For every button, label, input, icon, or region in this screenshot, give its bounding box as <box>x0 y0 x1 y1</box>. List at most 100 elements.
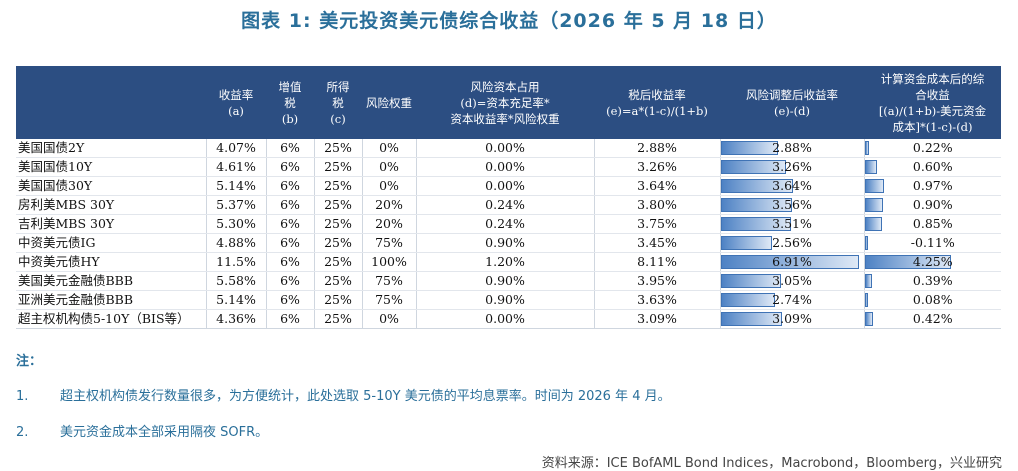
column-header: 计算资金成本后的综 合收益 [(a)/(1+b)-美元资金 成本]*(1-c)-… <box>864 66 1001 139</box>
risk-weight-cell: 75% <box>362 233 417 253</box>
after-tax-yield-cell: 3.45% <box>594 233 721 253</box>
note-number: 1. <box>16 389 29 404</box>
tax-cell: 25% <box>314 214 363 234</box>
risk-adjusted-bar <box>720 198 792 212</box>
after-tax-yield-cell: 2.88% <box>594 139 721 158</box>
row-name-cell: 亚洲美元金融债BBB <box>16 290 207 310</box>
after-tax-yield-cell: 3.64% <box>594 176 721 196</box>
risk-weight-cell: 20% <box>362 214 417 234</box>
risk-adjusted-yield-cell: 2.56% <box>720 233 865 253</box>
combined-yield-cell: 0.97% <box>864 176 1001 196</box>
after-tax-yield-cell: 3.95% <box>594 271 721 291</box>
combined-yield-bar <box>864 141 869 155</box>
tax-cell: 25% <box>314 309 363 329</box>
combined-yield-cell: 4.25% <box>864 252 1001 272</box>
combined-yield-value: 4.25% <box>912 254 953 269</box>
tax-cell: 25% <box>314 233 363 253</box>
after-tax-yield-cell: 3.09% <box>594 309 721 329</box>
yield-cell: 5.14% <box>206 176 267 196</box>
risk-capital-cell: 0.90% <box>416 233 595 253</box>
row-name-cell: 中资美元债IG <box>16 233 207 253</box>
risk-adjusted-bar <box>720 236 772 250</box>
risk-weight-cell: 0% <box>362 309 417 329</box>
column-header: 收益率 (a) <box>206 66 266 139</box>
risk-capital-cell: 0.00% <box>416 157 595 177</box>
risk-adjusted-bar <box>720 179 794 193</box>
yield-cell: 5.58% <box>206 271 267 291</box>
yield-table: 收益率 (a) 增值 税 (b) 所得 税 (c) 风险权重 风险资本占用 (d)=资本… <box>16 66 1001 329</box>
after-tax-yield-cell: 3.80% <box>594 195 721 215</box>
risk-adjusted-value: 3.51% <box>772 216 812 231</box>
risk-adjusted-yield-cell: 3.56% <box>720 195 865 215</box>
after-tax-yield-cell: 8.11% <box>594 252 721 272</box>
column-header: 税后收益率 (e)=a*(1-c)/(1+b) <box>594 66 720 139</box>
row-name-cell: 中资美元债HY <box>16 252 207 272</box>
risk-capital-cell: 0.00% <box>416 176 595 196</box>
risk-adjusted-yield-cell: 3.64% <box>720 176 865 196</box>
risk-capital-cell: 0.24% <box>416 195 595 215</box>
tax-cell: 25% <box>314 252 363 272</box>
column-header: 增值 税 (b) <box>266 66 314 139</box>
table-row: 美国国债10Y 4.61% 6% 25% 0% 0.00% 3.26% 3.26% 0.60% <box>16 157 1001 177</box>
combined-yield-cell: 0.85% <box>864 214 1001 234</box>
vat-cell: 6% <box>266 290 315 310</box>
table-row: 美国国债30Y 5.14% 6% 25% 0% 0.00% 3.64% 3.64% 0.97% <box>16 176 1001 196</box>
risk-adjusted-value: 2.56% <box>772 235 812 250</box>
risk-weight-cell: 100% <box>362 252 417 272</box>
combined-yield-cell: 0.90% <box>864 195 1001 215</box>
risk-adjusted-yield-cell: 2.74% <box>720 290 865 310</box>
risk-adjusted-bar <box>720 312 783 326</box>
vat-cell: 6% <box>266 176 315 196</box>
yield-cell: 5.30% <box>206 214 267 234</box>
tax-cell: 25% <box>314 176 363 196</box>
yield-cell: 4.61% <box>206 157 267 177</box>
risk-adjusted-bar <box>720 293 776 307</box>
combined-yield-cell: 0.60% <box>864 157 1001 177</box>
vat-cell: 6% <box>266 252 315 272</box>
risk-adjusted-value: 3.56% <box>772 197 812 212</box>
risk-weight-cell: 75% <box>362 290 417 310</box>
row-name-cell: 美国国债10Y <box>16 157 207 177</box>
row-name-cell: 美国美元金融债BBB <box>16 271 207 291</box>
note-number: 2. <box>16 425 29 440</box>
risk-adjusted-bar <box>720 274 782 288</box>
after-tax-yield-cell: 3.63% <box>594 290 721 310</box>
combined-yield-bar <box>864 160 877 174</box>
combined-yield-value: -0.11% <box>910 235 955 250</box>
combined-yield-value: 0.22% <box>912 140 953 155</box>
risk-weight-cell: 0% <box>362 157 417 177</box>
combined-yield-cell: 0.39% <box>864 271 1001 291</box>
table-row: 吉利美MBS 30Y 5.30% 6% 25% 20% 0.24% 3.75% 3.51% 0.… <box>16 214 1001 234</box>
table-row: 房利美MBS 30Y 5.37% 6% 25% 20% 0.24% 3.80% 3.56% 0.… <box>16 195 1001 215</box>
yield-cell: 5.37% <box>206 195 267 215</box>
table-row: 超主权机构债5-10Y（BIS等） 4.36% 6% 25% 0% 0.00% 3.09% 3… <box>16 309 1001 329</box>
yield-cell: 11.5% <box>206 252 267 272</box>
yield-cell: 4.36% <box>206 309 267 329</box>
risk-adjusted-value: 2.88% <box>772 140 812 155</box>
table-row: 亚洲美元金融债BBB 5.14% 6% 25% 75% 0.90% 3.63% 2.74% 0.… <box>16 290 1001 310</box>
after-tax-yield-cell: 3.26% <box>594 157 721 177</box>
risk-adjusted-value: 3.26% <box>772 159 812 174</box>
risk-weight-cell: 0% <box>362 176 417 196</box>
risk-adjusted-value: 2.74% <box>772 292 812 307</box>
yield-cell: 4.07% <box>206 139 267 158</box>
risk-weight-cell: 0% <box>362 139 417 158</box>
risk-adjusted-value: 3.64% <box>772 178 812 193</box>
risk-capital-cell: 1.20% <box>416 252 595 272</box>
after-tax-yield-cell: 3.75% <box>594 214 721 234</box>
tax-cell: 25% <box>314 290 363 310</box>
risk-capital-cell: 0.90% <box>416 290 595 310</box>
row-name-cell: 美国国债30Y <box>16 176 207 196</box>
risk-capital-cell: 0.00% <box>416 139 595 158</box>
combined-yield-value: 0.85% <box>912 216 953 231</box>
risk-capital-cell: 0.90% <box>416 271 595 291</box>
source-caption: 资料来源：ICE BofAML Bond Indices，Macrobond，B… <box>541 456 1002 471</box>
table-row: 中资美元债HY 11.5% 6% 25% 100% 1.20% 8.11% 6.91% 4.25… <box>16 252 1001 272</box>
risk-capital-cell: 0.00% <box>416 309 595 329</box>
yield-cell: 4.88% <box>206 233 267 253</box>
risk-adjusted-bar <box>720 141 779 155</box>
column-header: 所得 税 (c) <box>314 66 362 139</box>
vat-cell: 6% <box>266 157 315 177</box>
combined-yield-bar <box>864 198 883 212</box>
vat-cell: 6% <box>266 309 315 329</box>
